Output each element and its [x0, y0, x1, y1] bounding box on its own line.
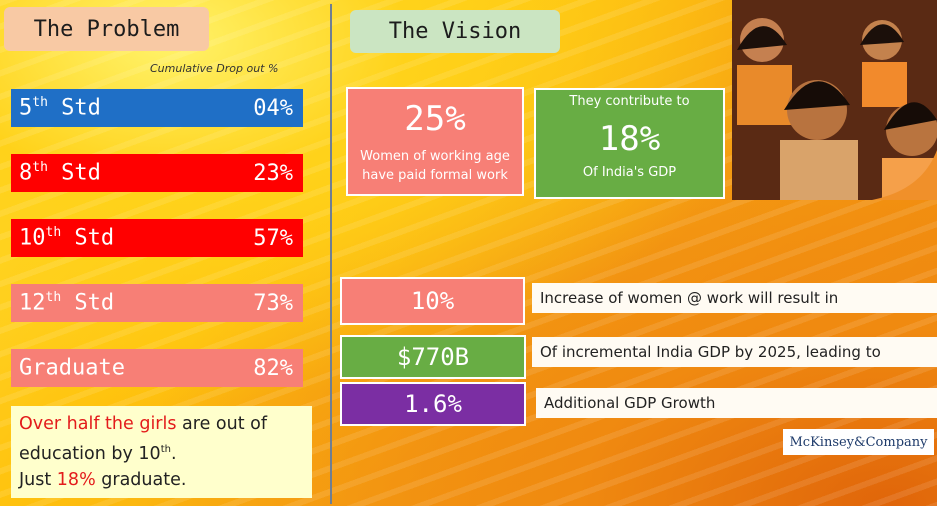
stat-caption: Of India's GDP: [582, 165, 677, 180]
stat-caption: Women of working age have paid formal wo…: [360, 149, 510, 183]
problem-title: The Problem: [4, 7, 209, 51]
bar-row-12th: 12th Std 73%: [11, 284, 303, 322]
bar-value: 73%: [253, 290, 293, 316]
dropout-subtitle: Cumulative Drop out %: [150, 62, 279, 75]
bar-row-5th: 5th Std 04%: [11, 89, 303, 127]
summary-note: Over half the girls are out of education…: [11, 406, 312, 498]
bar-row-8th: 8th Std 23%: [11, 154, 303, 192]
women-increase-metric: 10%: [340, 277, 525, 325]
bar-value: 04%: [253, 95, 293, 121]
bar-label: 10th Std: [19, 225, 115, 251]
bar-label: 12th Std: [19, 290, 115, 316]
stat-header: They contribute to: [569, 94, 690, 109]
bar-row-graduate: Graduate 82%: [11, 349, 303, 387]
bar-label: 5th Std: [19, 95, 101, 121]
women-work-stat: 25% Women of working age have paid forma…: [346, 87, 524, 196]
vision-title: The Vision: [350, 10, 560, 53]
mckinsey-logo: McKinsey&Company: [783, 429, 934, 455]
gdp-growth-caption: Additional GDP Growth: [536, 388, 937, 418]
bar-row-10th: 10th Std 57%: [11, 219, 303, 257]
incremental-gdp-metric: $770B: [340, 335, 526, 379]
bar-value: 23%: [253, 160, 293, 186]
bar-label: Graduate: [19, 355, 125, 381]
gdp-contribution-stat: They contribute to 18% Of India's GDP: [534, 88, 725, 199]
incremental-gdp-caption: Of incremental India GDP by 2025, leadin…: [532, 337, 937, 367]
gdp-growth-metric: 1.6%: [340, 382, 526, 426]
women-increase-caption: Increase of women @ work will result in: [532, 283, 937, 313]
bar-value: 57%: [253, 225, 293, 251]
bar-label: 8th Std: [19, 160, 101, 186]
section-divider: [330, 4, 332, 504]
bar-value: 82%: [253, 355, 293, 381]
stat-value: 18%: [598, 119, 661, 159]
schoolgirls-photo: [732, 0, 937, 200]
stat-value: 25%: [404, 99, 466, 139]
